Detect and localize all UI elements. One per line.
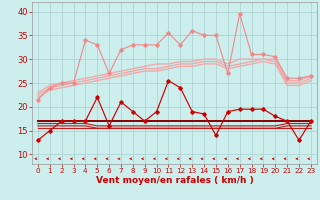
X-axis label: Vent moyen/en rafales ( km/h ): Vent moyen/en rafales ( km/h ) [96,176,253,185]
